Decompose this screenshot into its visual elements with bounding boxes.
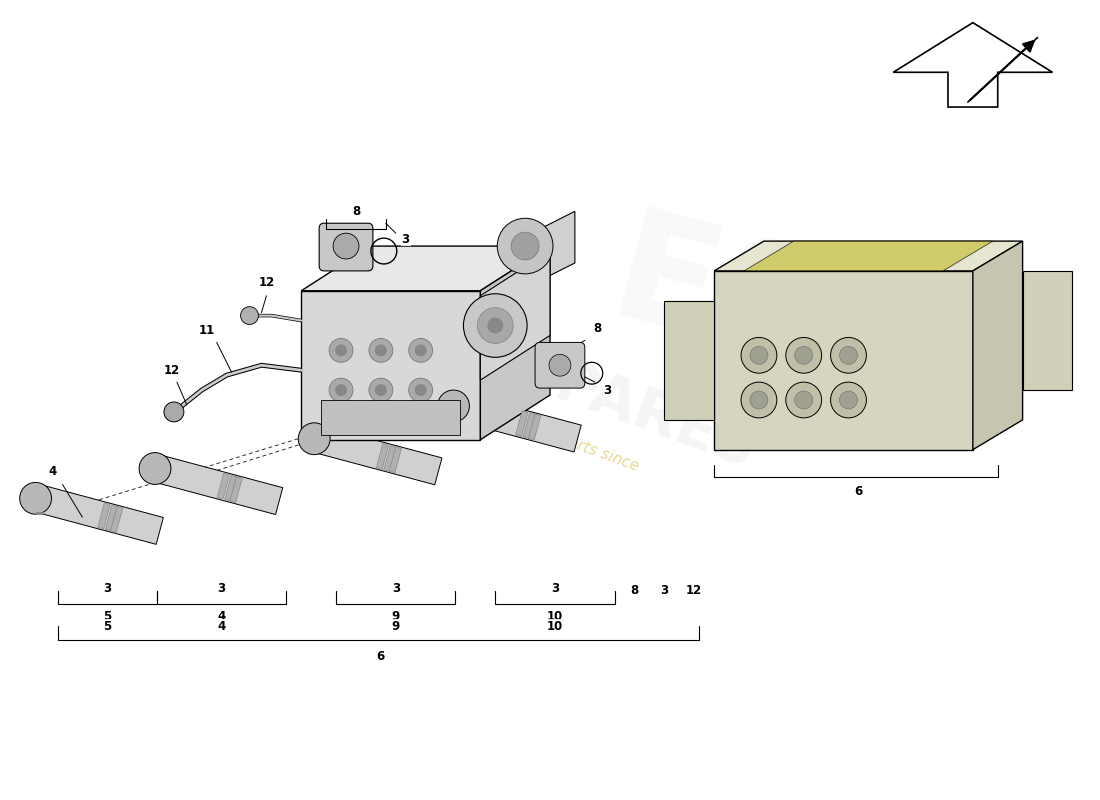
Text: 12: 12 [686, 584, 703, 597]
Text: 3: 3 [103, 582, 111, 595]
Text: 10: 10 [547, 610, 563, 623]
Circle shape [741, 338, 777, 373]
Polygon shape [528, 414, 541, 440]
Polygon shape [744, 241, 993, 271]
Text: 3: 3 [551, 582, 559, 595]
Circle shape [329, 378, 353, 402]
Text: 4: 4 [218, 610, 226, 623]
Text: 12: 12 [258, 276, 275, 290]
Circle shape [164, 402, 184, 422]
Polygon shape [301, 246, 550, 290]
Text: 8: 8 [630, 584, 639, 597]
Circle shape [409, 378, 432, 402]
Text: 4: 4 [48, 465, 57, 478]
Circle shape [298, 423, 330, 454]
Polygon shape [481, 251, 550, 380]
Polygon shape [230, 477, 242, 502]
Text: 8: 8 [594, 322, 602, 335]
Text: 6: 6 [855, 485, 862, 498]
Circle shape [333, 233, 359, 259]
Polygon shape [301, 290, 481, 440]
Circle shape [785, 382, 822, 418]
Circle shape [497, 218, 553, 274]
Polygon shape [217, 474, 230, 499]
Circle shape [487, 318, 503, 334]
Circle shape [438, 390, 470, 422]
Polygon shape [384, 446, 396, 471]
Circle shape [741, 382, 777, 418]
Polygon shape [972, 241, 1023, 450]
Text: 8: 8 [352, 205, 360, 218]
Text: 6: 6 [376, 650, 385, 662]
FancyBboxPatch shape [535, 342, 585, 388]
Circle shape [549, 354, 571, 376]
Polygon shape [449, 392, 581, 452]
Polygon shape [1023, 271, 1072, 390]
Circle shape [139, 453, 170, 485]
Text: 11: 11 [199, 324, 214, 337]
FancyBboxPatch shape [319, 223, 373, 271]
Circle shape [415, 344, 427, 356]
Circle shape [336, 384, 346, 396]
Circle shape [368, 338, 393, 362]
Circle shape [830, 382, 867, 418]
Text: 5: 5 [103, 620, 111, 633]
Circle shape [368, 378, 393, 402]
Circle shape [336, 344, 346, 356]
Text: EUROSPARES: EUROSPARES [337, 279, 763, 481]
Text: 10: 10 [547, 620, 563, 633]
Polygon shape [310, 425, 442, 485]
Polygon shape [31, 484, 164, 544]
Circle shape [20, 482, 52, 514]
Polygon shape [524, 413, 536, 438]
Polygon shape [110, 506, 123, 532]
Polygon shape [664, 301, 714, 420]
Circle shape [795, 391, 813, 409]
Circle shape [830, 338, 867, 373]
Circle shape [415, 384, 427, 396]
Polygon shape [376, 443, 388, 470]
Circle shape [750, 391, 768, 409]
Circle shape [477, 308, 514, 343]
Text: 12: 12 [164, 364, 180, 377]
Polygon shape [516, 410, 528, 437]
Polygon shape [481, 246, 550, 440]
Polygon shape [389, 447, 402, 473]
Polygon shape [481, 211, 575, 310]
Circle shape [795, 346, 813, 364]
Polygon shape [98, 503, 110, 529]
Circle shape [463, 294, 527, 358]
Text: a passion for parts since: a passion for parts since [460, 396, 640, 474]
Polygon shape [224, 475, 236, 501]
Text: ES: ES [596, 201, 842, 401]
Polygon shape [106, 505, 118, 531]
Circle shape [839, 346, 857, 364]
Circle shape [375, 344, 387, 356]
Text: 3: 3 [218, 582, 226, 595]
Circle shape [785, 338, 822, 373]
Text: 3: 3 [660, 584, 669, 597]
Polygon shape [714, 241, 1023, 271]
Text: 9: 9 [392, 610, 400, 623]
Circle shape [241, 306, 258, 325]
Text: 5: 5 [103, 610, 111, 623]
Text: 3: 3 [604, 383, 612, 397]
Text: 3: 3 [392, 582, 399, 595]
Polygon shape [714, 271, 972, 450]
Circle shape [512, 232, 539, 260]
Circle shape [375, 384, 387, 396]
Text: 9: 9 [392, 620, 400, 633]
Polygon shape [151, 454, 283, 514]
Circle shape [409, 338, 432, 362]
FancyBboxPatch shape [321, 400, 461, 434]
Circle shape [750, 346, 768, 364]
Text: 4: 4 [218, 620, 226, 633]
Circle shape [839, 391, 857, 409]
Circle shape [329, 338, 353, 362]
Text: 3: 3 [402, 233, 410, 246]
